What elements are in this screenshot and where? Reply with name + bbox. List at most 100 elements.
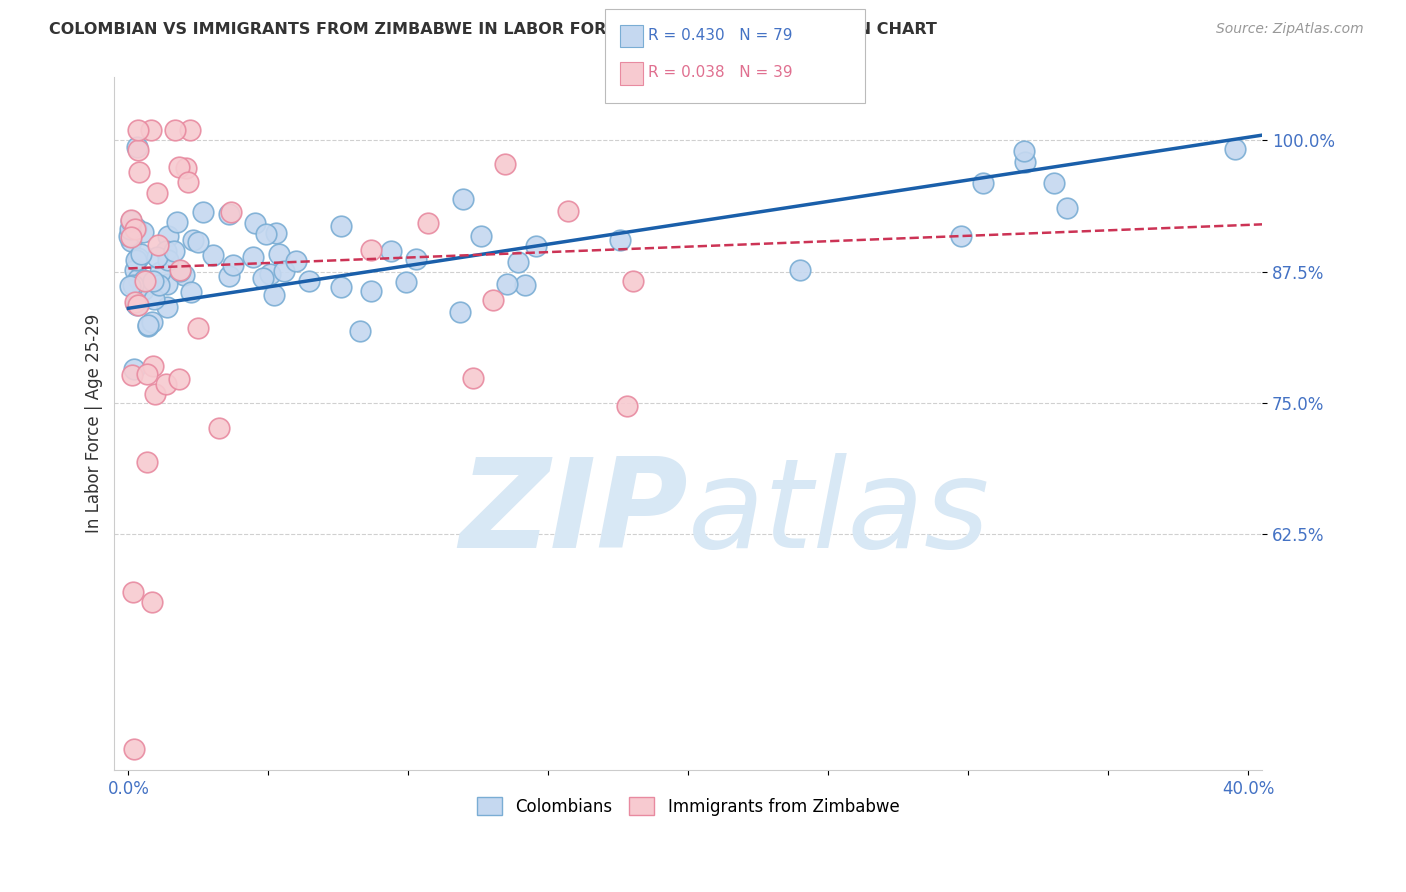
Point (141, 315, 163, 329)
Point (139, 123, 162, 137)
Point (449, 304, 471, 318)
Point (125, 298, 148, 312)
Point (127, 298, 149, 312)
Point (135, 368, 157, 382)
Point (118, 279, 141, 293)
Point (124, 263, 146, 277)
Point (451, 192, 474, 206)
Point (179, 123, 201, 137)
Point (169, 372, 191, 386)
Point (506, 255, 529, 269)
Point (181, 233, 204, 247)
Point (148, 237, 170, 252)
Point (142, 359, 165, 374)
Point (136, 318, 159, 333)
Point (557, 203, 579, 218)
Point (298, 274, 321, 288)
Point (218, 268, 240, 283)
Point (146, 186, 169, 200)
Point (470, 229, 492, 244)
Point (972, 176, 994, 190)
Point (256, 227, 278, 242)
Point (169, 264, 191, 278)
Point (263, 287, 285, 301)
Point (124, 221, 146, 235)
Text: COLOMBIAN VS IMMIGRANTS FROM ZIMBABWE IN LABOR FORCE | AGE 25-29 CORRELATION CHA: COLOMBIAN VS IMMIGRANTS FROM ZIMBABWE IN… (49, 22, 936, 38)
Point (132, 278, 155, 293)
Point (416, 216, 439, 230)
Point (155, 244, 177, 258)
Point (120, 212, 142, 227)
Point (463, 371, 485, 385)
Point (121, 584, 143, 599)
Point (242, 250, 264, 264)
Point (1225, 142, 1247, 156)
Point (264, 226, 287, 240)
Point (187, 320, 209, 334)
Point (120, 214, 142, 228)
Point (1043, 177, 1066, 191)
Point (136, 455, 159, 469)
Point (165, 123, 187, 137)
Point (949, 229, 972, 244)
Point (132, 273, 155, 287)
Point (187, 235, 209, 250)
Point (132, 225, 155, 239)
Point (259, 267, 281, 281)
Point (177, 175, 200, 189)
Point (496, 277, 519, 291)
Point (616, 400, 638, 414)
Legend: Colombians, Immigrants from Zimbabwe: Colombians, Immigrants from Zimbabwe (468, 789, 908, 824)
Point (128, 165, 150, 179)
Point (173, 268, 195, 282)
Point (121, 368, 143, 382)
Point (142, 274, 165, 288)
Point (149, 265, 172, 279)
Point (621, 274, 644, 288)
Point (208, 421, 231, 435)
Point (143, 387, 166, 401)
Point (176, 161, 198, 175)
Point (156, 277, 179, 292)
Point (124, 220, 146, 235)
Text: R = 0.038   N = 39: R = 0.038 N = 39 (648, 65, 793, 80)
Point (1056, 201, 1078, 215)
Point (127, 143, 149, 157)
Point (157, 228, 180, 243)
Point (405, 252, 427, 266)
Point (141, 595, 163, 609)
Point (360, 243, 382, 257)
Point (193, 204, 215, 219)
Point (1012, 144, 1035, 158)
Point (513, 278, 536, 293)
Point (222, 258, 245, 272)
Point (395, 275, 418, 289)
Point (127, 123, 149, 137)
Point (218, 206, 240, 220)
Point (156, 252, 179, 267)
Point (201, 248, 224, 262)
Point (120, 229, 142, 244)
Point (169, 161, 191, 175)
Point (118, 228, 141, 243)
Point (148, 278, 170, 293)
Point (127, 272, 149, 286)
Point (156, 300, 179, 314)
Point (273, 264, 295, 278)
Point (166, 215, 188, 229)
Y-axis label: In Labor Force | Age 25-29: In Labor Force | Age 25-29 (86, 314, 103, 533)
Point (132, 283, 155, 297)
Point (122, 742, 145, 756)
Point (329, 219, 352, 233)
Text: Source: ZipAtlas.com: Source: ZipAtlas.com (1216, 22, 1364, 37)
Point (169, 263, 191, 277)
Point (252, 271, 274, 285)
Point (267, 247, 290, 261)
Point (219, 205, 242, 219)
Point (609, 233, 631, 247)
Point (789, 263, 811, 277)
Point (380, 244, 402, 258)
Text: ZIP: ZIP (460, 453, 688, 574)
Point (163, 244, 186, 258)
Point (1014, 155, 1036, 169)
